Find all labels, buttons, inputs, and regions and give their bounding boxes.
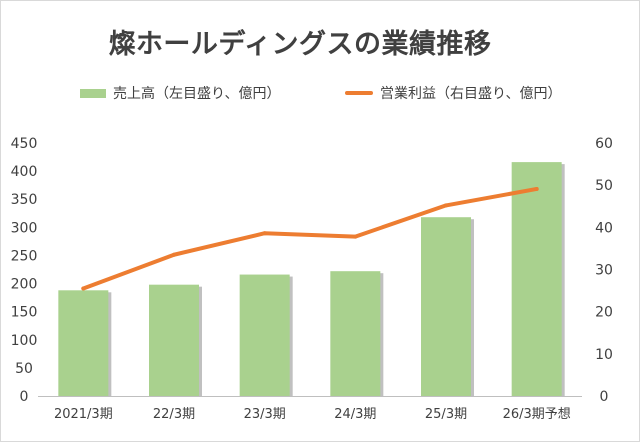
x-tick-label: 25/3期 [425,407,467,422]
y-left-tick-label: 350 [11,192,38,208]
y-right-tick-label: 20 [595,305,613,321]
y-right-tick-label: 40 [595,220,613,236]
legend-label-operating-profit: 営業利益（右目盛り、億円） [380,86,562,102]
legend-swatch-sales [80,88,106,98]
legend-item-operating-profit: 営業利益（右目盛り、億円） [345,83,561,103]
y-left-tick-label: 0 [20,389,29,405]
y-left-tick-label: 100 [11,333,38,349]
line-operating-profit [81,186,539,291]
x-tick-label: 2021/3期 [54,407,113,422]
y-left-tick-label: 250 [11,248,38,264]
bar-sales-2 [239,274,290,396]
point-operating-profit-1 [172,252,176,257]
point-operating-profit-2 [262,231,267,236]
bar-sales-5 [511,162,562,396]
y-left-tick-label: 150 [11,305,38,321]
legend-label-sales: 売上高（左目盛り、億円） [113,86,281,102]
y-right-tick-label: 0 [600,389,609,405]
y-left-tick-label: 50 [15,361,33,377]
legend-swatch-operating-profit [345,91,373,95]
y-right-tick-label: 10 [595,347,613,363]
bar-sales-1 [149,284,199,396]
y-right-tick-label: 30 [595,263,613,279]
point-operating-profit-4 [444,203,448,208]
x-tick-label: 23/3期 [244,407,286,422]
bar-sales-4 [421,217,471,396]
chart-title: 燦ホールディングスの業績推移 [108,29,492,60]
legend-item-sales: 売上高（左目盛り、億円） [80,83,280,103]
y-left-tick-label: 300 [11,220,38,236]
bar-sales-3 [330,271,381,396]
point-operating-profit-5 [534,186,539,191]
chart-legend: 売上高（左目盛り、億円） 営業利益（右目盛り、億円） [0,83,640,103]
point-operating-profit-3 [353,234,358,239]
x-tick-label: 26/3期予想 [503,406,571,422]
point-operating-profit-0 [81,286,86,291]
x-tick-label: 22/3期 [153,407,195,422]
y-left-tick-label: 200 [11,277,38,293]
x-tick-label: 24/3期 [334,407,376,422]
y-left-tick-label: 400 [11,164,38,180]
y-left-tick-label: 450 [11,136,38,152]
y-right-tick-label: 50 [595,178,613,194]
y-right-tick-label: 60 [595,136,613,152]
bar-sales-0 [58,290,109,396]
